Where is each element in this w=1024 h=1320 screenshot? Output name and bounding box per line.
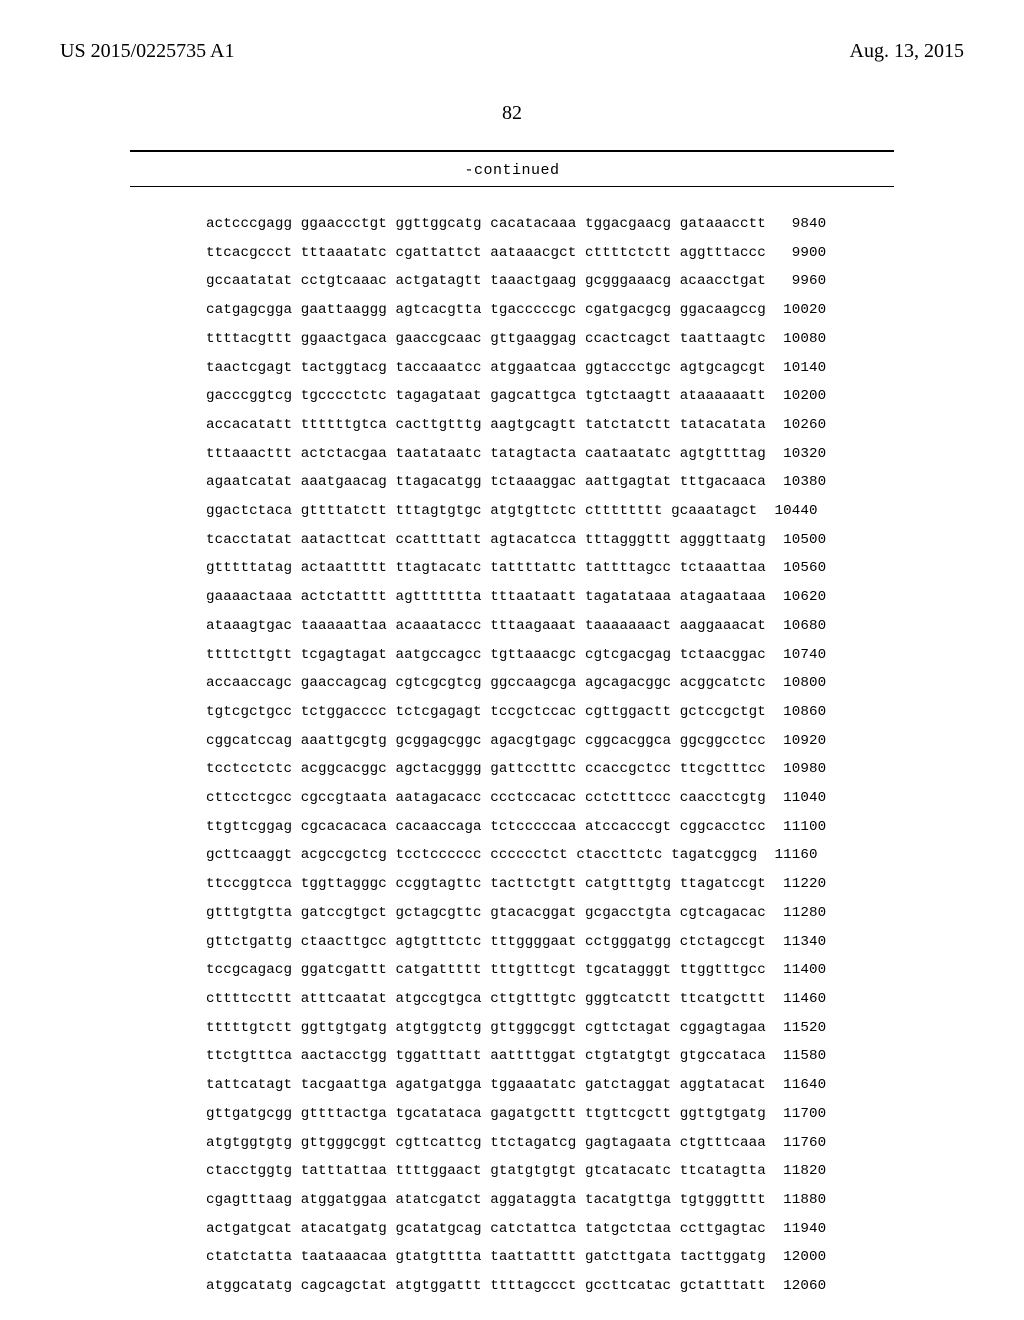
rule-top xyxy=(130,150,894,152)
page-number: 82 xyxy=(0,102,1024,125)
continued-label: -continued xyxy=(0,162,1024,179)
rule-mid xyxy=(130,186,894,187)
page: US 2015/0225735 A1 Aug. 13, 2015 82 -con… xyxy=(0,0,1024,1320)
pub-date: Aug. 13, 2015 xyxy=(850,40,964,63)
page-header: US 2015/0225735 A1 Aug. 13, 2015 xyxy=(0,40,1024,63)
sequence-listing: actcccgagg ggaaccctgt ggttggcatg cacatac… xyxy=(0,210,1024,1301)
pub-number: US 2015/0225735 A1 xyxy=(60,40,234,63)
